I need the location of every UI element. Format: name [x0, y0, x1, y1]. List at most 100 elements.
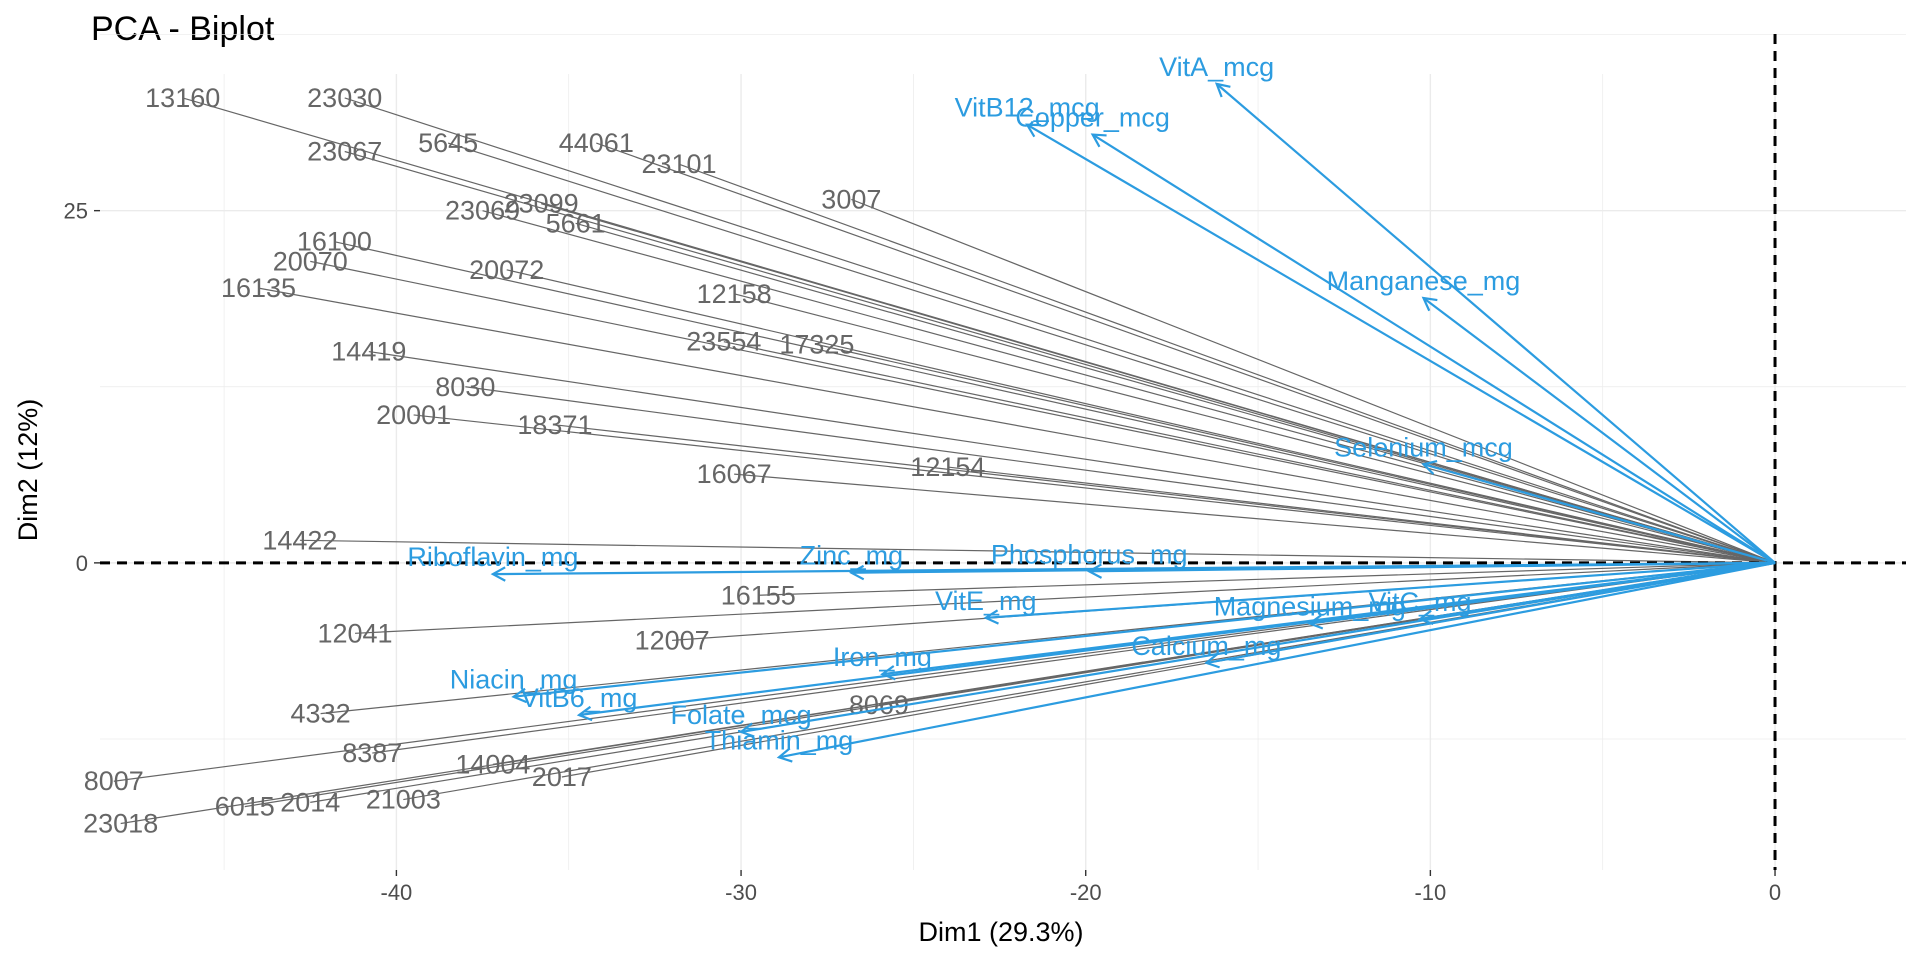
variable-arrowhead	[983, 609, 999, 625]
variable-arrowhead	[1421, 296, 1438, 312]
individual-label: 16135	[221, 273, 296, 303]
individual-segment	[723, 341, 1776, 564]
individual-label: 23069	[445, 196, 520, 226]
variable-arrowhead	[1307, 614, 1324, 630]
x-tick-label: 0	[1769, 880, 1781, 905]
individual-segment	[368, 350, 1776, 564]
variable-arrowhead	[511, 687, 527, 704]
individual-label: 4332	[291, 699, 351, 729]
variable-arrowhead	[1086, 563, 1103, 579]
variable-label: Riboflavin_mg	[407, 542, 578, 572]
variable-arrow	[740, 561, 1776, 734]
individual-label: 14419	[331, 337, 406, 367]
x-tick-label: -20	[1070, 880, 1102, 905]
individual-label: 12007	[635, 625, 710, 655]
individual-segment	[596, 142, 1776, 564]
individual-label: 23554	[686, 327, 761, 357]
variable-label: VitB12_mcg	[955, 93, 1100, 123]
x-axis-ticks: -40 -30 -20 -10 0	[381, 870, 1781, 905]
x-tick-label: -40	[381, 880, 413, 905]
individual-label: 23018	[83, 809, 158, 839]
variable-arrowhead	[738, 722, 755, 738]
variable-arrow	[985, 561, 1776, 619]
variable-label: Manganese_mg	[1327, 266, 1521, 296]
variable-arrowhead	[1214, 82, 1231, 98]
individual-segment	[678, 163, 1776, 564]
chart-title: PCA - Biplot	[91, 10, 275, 48]
individual-label: 5661	[546, 208, 606, 238]
variable-arrow	[1423, 463, 1776, 564]
variable-label: VitA_mcg	[1159, 52, 1274, 82]
variable-arrow	[492, 561, 1776, 576]
individual-label: 12154	[910, 452, 985, 482]
individual-segment	[299, 539, 1776, 564]
individual-segment	[506, 269, 1776, 564]
variable-label: Folate_mcg	[671, 700, 812, 730]
individual-label: 12041	[317, 618, 392, 648]
variable-arrowhead	[576, 705, 593, 722]
variable-arrowhead	[1417, 609, 1434, 625]
individual-label: 8387	[342, 738, 402, 768]
individual-label: 16067	[697, 459, 772, 489]
variable-label: Selenium_mcg	[1334, 432, 1513, 462]
y-tick-label: 0	[76, 551, 88, 576]
individual-segment	[816, 343, 1776, 564]
individual-label: 23099	[504, 189, 579, 219]
individual-label: 17325	[779, 329, 854, 359]
variable-label: VitE_mg	[935, 586, 1037, 616]
individual-segment	[355, 562, 1776, 634]
y-axis-title: Dim2 (12%)	[13, 399, 43, 542]
variable-arrow	[1206, 561, 1776, 664]
variable-label: Calcium_mg	[1131, 631, 1281, 661]
x-axis-title: Dim1 (29.3%)	[918, 917, 1083, 947]
individual-segment	[258, 287, 1776, 564]
individual-label: 2014	[280, 787, 340, 817]
y-tick-label: 25	[64, 199, 88, 224]
variable-arrow	[513, 561, 1776, 698]
variable-arrow	[1215, 83, 1776, 564]
variable-label: Niacin_mg	[450, 665, 578, 695]
individual-label: 20001	[376, 400, 451, 430]
variable-arrowhead	[776, 747, 793, 763]
individual-segment	[310, 260, 1776, 564]
x-tick-label: -10	[1414, 880, 1446, 905]
variable-arrowhead	[1025, 123, 1042, 138]
reference-lines	[100, 34, 1906, 870]
individual-label: 2017	[532, 762, 592, 792]
individual-segment	[447, 142, 1776, 564]
individual-segment	[413, 414, 1776, 564]
individual-label: 21003	[366, 785, 441, 815]
variable-arrowhead	[1204, 653, 1220, 669]
individual-label: 20070	[273, 246, 348, 276]
variable-arrow	[1092, 133, 1776, 564]
variable-arrows	[490, 82, 1776, 763]
individual-label: 44061	[559, 128, 634, 158]
variable-label: Copper_mcg	[1015, 103, 1170, 133]
individual-label: 5645	[418, 128, 478, 158]
individual-label: 23030	[307, 83, 382, 113]
variable-arrow	[578, 561, 1776, 717]
individual-label: 16155	[721, 580, 796, 610]
individual-label: 3007	[821, 184, 881, 214]
individual-segment	[851, 198, 1776, 564]
individual-label: 6015	[215, 792, 275, 822]
individual-label: 14422	[262, 525, 337, 555]
y-axis-ticks: 0 25	[64, 199, 100, 576]
individual-segment	[947, 466, 1776, 564]
individual-segment	[344, 97, 1776, 564]
individual-segment	[734, 293, 1776, 564]
variable-label: VitC_mg	[1369, 587, 1472, 617]
individual-segment	[334, 241, 1776, 564]
individual-segment	[465, 386, 1776, 564]
individual-labels: 23030 13160 23101 23099 23067 23069 44061 5645 5…	[83, 83, 985, 839]
variable-arrow	[1422, 297, 1776, 564]
individual-segment	[344, 150, 1776, 564]
individual-label: 8030	[435, 372, 495, 402]
variable-label: VitB6_mg	[521, 683, 638, 713]
variable-label: Magnesium_mg	[1214, 591, 1406, 621]
variable-arrowhead	[490, 566, 506, 582]
variable-label: Thiamin_mg	[705, 725, 854, 755]
